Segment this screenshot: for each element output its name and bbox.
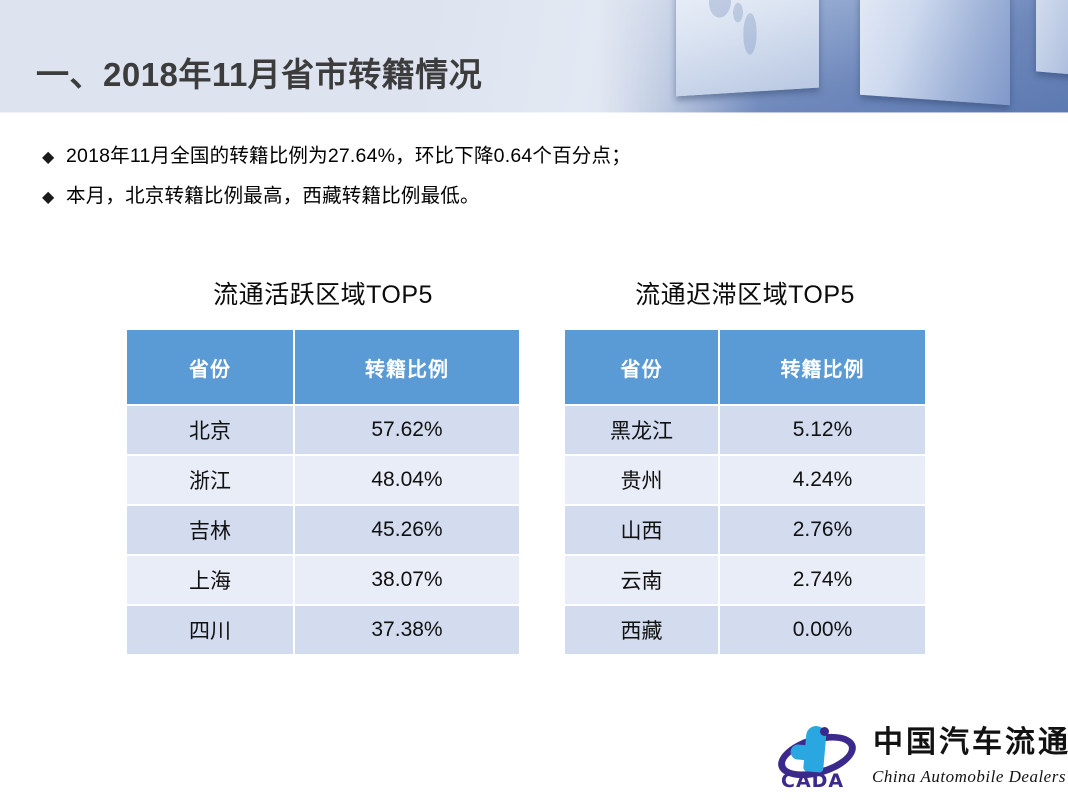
active-regions-table-block: 流通活跃区域TOP5 省份 转籍比例 北京 57.62% 浙江 48.04% (127, 283, 519, 656)
decorative-cube-icon (1036, 0, 1068, 77)
table-row: 上海 38.07% (127, 556, 519, 604)
slide-header-band (0, 0, 1068, 113)
diamond-bullet-icon: ◆ (42, 149, 55, 166)
table-row: 四川 37.38% (127, 606, 519, 654)
table-row: 山西 2.76% (565, 506, 925, 554)
cell-province: 山西 (565, 506, 720, 554)
world-map-icon (698, 0, 786, 76)
logo-abbreviation: CADA (781, 770, 845, 792)
cell-transfer-ratio: 48.04% (295, 456, 519, 504)
page-title: 一、2018年11月省市转籍情况 (36, 56, 483, 93)
bullet-item-text: 本月，北京转籍比例最高，西藏转籍比例最低。 (66, 185, 480, 208)
stagnant-regions-table-block: 流通迟滞区域TOP5 省份 转籍比例 黑龙江 5.12% 贵州 4.24% (565, 283, 925, 656)
column-header-transfer-ratio: 转籍比例 (720, 330, 925, 404)
active-regions-table-caption: 流通活跃区域TOP5 (213, 281, 433, 309)
logo-name-english: China Automobile Dealers Association (872, 767, 1068, 786)
table-row: 吉林 45.26% (127, 506, 519, 554)
table-header-row: 省份 转籍比例 (127, 330, 519, 404)
cell-province: 云南 (565, 556, 720, 604)
logo-dot-shape (820, 727, 829, 736)
cell-transfer-ratio: 2.74% (720, 556, 925, 604)
cell-transfer-ratio: 37.38% (295, 606, 519, 654)
stagnant-regions-table: 省份 转籍比例 黑龙江 5.12% 贵州 4.24% 山西 2.76% (565, 328, 925, 656)
bullet-item-text: 2018年11月全国的转籍比例为27.64%，环比下降0.64个百分点； (66, 145, 631, 167)
cell-province: 北京 (127, 406, 295, 454)
table-row: 浙江 48.04% (127, 456, 519, 504)
bullet-item: ◆ 2018年11月全国的转籍比例为27.64%，环比下降0.64个百分点； (42, 143, 1002, 169)
diamond-bullet-icon: ◆ (42, 189, 55, 207)
cell-province: 西藏 (565, 606, 720, 654)
table-header-row: 省份 转籍比例 (565, 330, 925, 404)
cada-logo-mark-icon: CADA (773, 724, 863, 794)
cell-transfer-ratio: 2.76% (720, 506, 925, 554)
active-regions-table: 省份 转籍比例 北京 57.62% 浙江 48.04% 吉林 45.26% (127, 328, 519, 656)
table-row: 黑龙江 5.12% (565, 406, 925, 454)
column-header-province: 省份 (127, 330, 295, 404)
table-row: 贵州 4.24% (565, 456, 925, 504)
cell-province: 贵州 (565, 456, 720, 504)
column-header-transfer-ratio: 转籍比例 (295, 330, 519, 404)
logo-name-chinese: 中国汽车流通协会 (873, 726, 1068, 759)
column-header-province: 省份 (565, 330, 720, 404)
table-row: 北京 57.62% (127, 406, 519, 454)
decorative-cube-icon (676, 0, 819, 97)
cell-transfer-ratio: 38.07% (295, 556, 519, 604)
cell-transfer-ratio: 5.12% (720, 406, 925, 454)
cell-province: 四川 (127, 606, 295, 654)
cell-transfer-ratio: 57.62% (295, 406, 519, 454)
cell-province: 黑龙江 (565, 406, 720, 454)
cell-transfer-ratio: 45.26% (295, 506, 519, 554)
cell-transfer-ratio: 4.24% (720, 456, 925, 504)
table-row: 云南 2.74% (565, 556, 925, 604)
stagnant-regions-table-caption: 流通迟滞区域TOP5 (635, 281, 855, 309)
cell-province: 浙江 (127, 456, 295, 504)
cada-logo: CADA 中国汽车流通协会 China Automobile Dealers A… (773, 722, 1068, 794)
cell-transfer-ratio: 0.00% (720, 606, 925, 654)
header-decoration-image (598, 0, 1068, 113)
bullet-item: ◆ 本月，北京转籍比例最高，西藏转籍比例最低。 (42, 183, 1002, 209)
cell-province: 上海 (127, 556, 295, 604)
decorative-cube-icon (860, 0, 1010, 106)
bullet-list: ◆ 2018年11月全国的转籍比例为27.64%，环比下降0.64个百分点； ◆… (42, 143, 1002, 224)
table-row: 西藏 0.00% (565, 606, 925, 654)
cell-province: 吉林 (127, 506, 295, 554)
